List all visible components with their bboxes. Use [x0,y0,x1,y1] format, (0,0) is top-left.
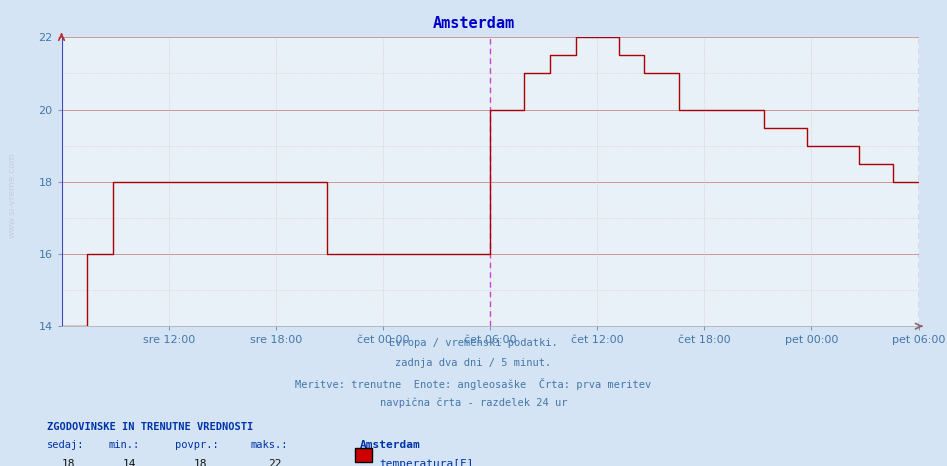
Text: zadnja dva dni / 5 minut.: zadnja dva dni / 5 minut. [396,358,551,368]
Text: Evropa / vremenski podatki.: Evropa / vremenski podatki. [389,338,558,348]
Text: Amsterdam: Amsterdam [360,440,420,450]
Text: Meritve: trenutne  Enote: angleosaške  Črta: prva meritev: Meritve: trenutne Enote: angleosaške Črt… [295,378,652,390]
Text: www.si-vreme.com: www.si-vreme.com [8,153,17,239]
Text: Amsterdam: Amsterdam [433,16,514,31]
Text: povpr.:: povpr.: [175,440,219,450]
Text: 22: 22 [268,459,281,466]
Text: temperatura[F]: temperatura[F] [379,459,474,466]
Text: min.:: min.: [109,440,140,450]
Text: ZGODOVINSKE IN TRENUTNE VREDNOSTI: ZGODOVINSKE IN TRENUTNE VREDNOSTI [47,422,254,432]
Text: maks.:: maks.: [251,440,289,450]
Text: sedaj:: sedaj: [47,440,85,450]
Text: 18: 18 [194,459,207,466]
Text: navpična črta - razdelek 24 ur: navpična črta - razdelek 24 ur [380,398,567,409]
Text: 14: 14 [123,459,136,466]
Text: 18: 18 [62,459,75,466]
